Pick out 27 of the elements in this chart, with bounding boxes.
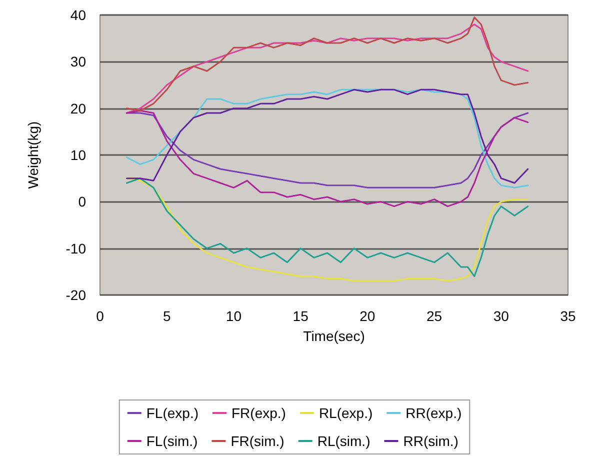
y-axis-title: Weight(kg) — [25, 121, 41, 189]
x-axis-title: Time(sec) — [303, 328, 365, 344]
y-tick-label: -20 — [66, 287, 86, 303]
x-tick-label: 10 — [226, 308, 242, 324]
legend-label: RL(sim.) — [317, 433, 370, 449]
y-tick-label: 20 — [70, 100, 86, 116]
y-tick-label: 0 — [78, 194, 86, 210]
legend-label: FL(sim.) — [146, 433, 198, 449]
legend-label: FR(exp.) — [231, 405, 286, 421]
legend-label: RL(exp.) — [318, 405, 373, 421]
x-tick-label: 0 — [96, 308, 104, 324]
x-tick-label: 20 — [360, 308, 376, 324]
y-tick-label: 10 — [70, 147, 86, 163]
legend-label: RR(sim.) — [403, 433, 458, 449]
x-tick-label: 5 — [162, 308, 171, 324]
legend-label: FR(sim.) — [230, 433, 284, 449]
legend-label: FL(exp.) — [146, 405, 198, 421]
line-series — [126, 110, 529, 208]
y-tick-label: 30 — [70, 54, 86, 70]
x-tick-label: 15 — [292, 308, 309, 324]
y-tick-label: 40 — [70, 7, 86, 23]
x-tick-label: 35 — [560, 308, 576, 324]
x-tick-label: 25 — [426, 308, 442, 324]
y-tick-label: -10 — [66, 240, 86, 256]
line-series — [126, 112, 529, 188]
legend-label: RR(exp.) — [406, 405, 462, 421]
x-tick-label: 30 — [493, 308, 510, 324]
